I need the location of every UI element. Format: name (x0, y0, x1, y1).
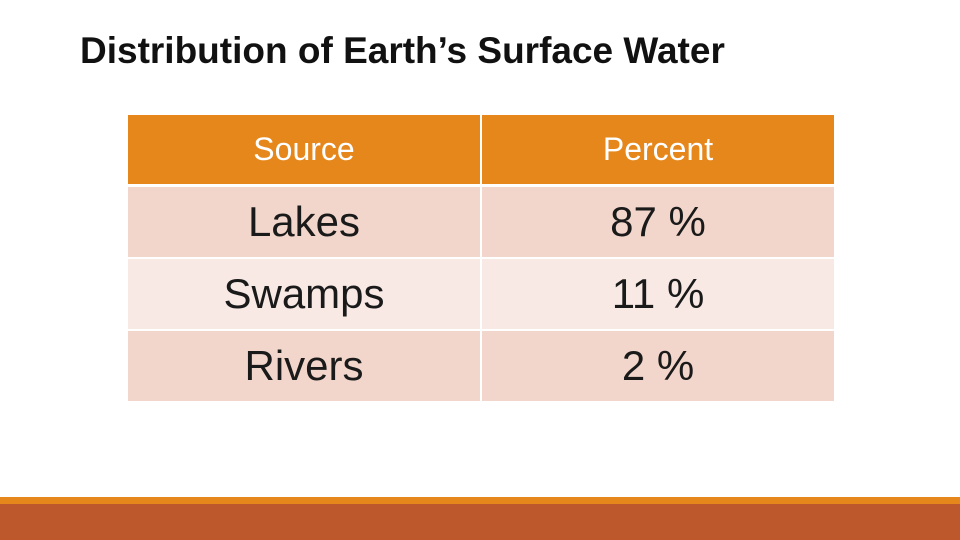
table-row: Rivers 2 % (128, 331, 834, 403)
table-row: Lakes 87 % (128, 187, 834, 259)
footer-bar (0, 504, 960, 540)
cell-percent: 11 % (482, 259, 834, 331)
table-header-row: Source Percent (128, 115, 834, 187)
footer-accent-strip (0, 497, 960, 504)
table-row: Swamps 11 % (128, 259, 834, 331)
water-distribution-table: Source Percent Lakes 87 % Swamps 11 % Ri… (128, 115, 834, 403)
slide-title: Distribution of Earth’s Surface Water (80, 30, 725, 71)
cell-source: Swamps (128, 259, 482, 331)
header-source: Source (128, 115, 482, 187)
cell-percent: 87 % (482, 187, 834, 259)
cell-percent: 2 % (482, 331, 834, 403)
header-percent: Percent (482, 115, 834, 187)
cell-source: Lakes (128, 187, 482, 259)
cell-source: Rivers (128, 331, 482, 403)
